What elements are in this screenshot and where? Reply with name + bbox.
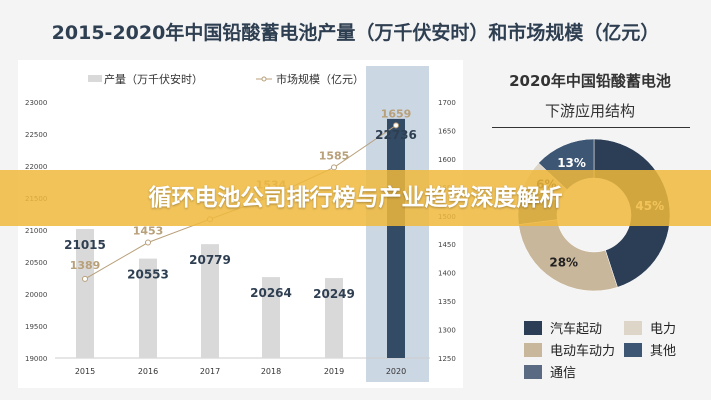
line-label: 1659: [381, 107, 412, 120]
y-left-tick: 20000: [25, 291, 47, 299]
legend-line-label: 市场规模（亿元）: [276, 72, 364, 86]
x-tick: 2019: [324, 367, 344, 376]
line-point-2015: [82, 275, 88, 282]
y-left-tick: 22500: [25, 131, 47, 139]
bar-label: 20779: [189, 253, 231, 267]
bar-label: 21015: [64, 238, 106, 252]
legend-bar-label: 产量（万千伏安时）: [104, 72, 203, 86]
line-point-2016: [145, 239, 151, 246]
line-point-2020: [393, 122, 399, 129]
legend-label: 汽车起动: [550, 322, 603, 337]
pie-title-line2: 下游应用结构: [544, 102, 635, 120]
bar-label: 22736: [375, 128, 417, 142]
divider: [492, 127, 690, 128]
slice-label: 28%: [549, 256, 578, 270]
legend-line-marker: [261, 76, 267, 82]
slice-label: 13%: [557, 156, 586, 170]
y-left-tick: 22000: [25, 163, 47, 171]
legend-item: 电力: [624, 318, 704, 337]
legend-item: 电动车动力: [524, 340, 624, 359]
y-right-tick: 1300: [438, 327, 456, 335]
bar-2019: [325, 278, 343, 358]
legend-label: 其他: [650, 344, 677, 359]
bar-2018: [262, 277, 280, 358]
bar-label: 20553: [127, 268, 169, 282]
line-point-2019: [331, 164, 337, 171]
legend-bar-swatch: [88, 75, 102, 82]
line-label: 1453: [133, 225, 164, 238]
pie-title: 2020年中国铅酸蓄电池 下游应用结构: [480, 66, 700, 126]
x-tick: 2020: [386, 367, 406, 376]
bar-2017: [201, 244, 219, 358]
legend-swatch: [524, 320, 542, 335]
pie-title-line1: 2020年中国铅酸蓄电池: [509, 72, 671, 90]
x-tick: 2015: [75, 367, 95, 376]
y-right-tick: 1450: [438, 241, 456, 249]
y-left-tick: 20500: [25, 259, 47, 267]
x-tick: 2017: [200, 367, 220, 376]
y-right-tick: 1350: [438, 298, 456, 306]
page-title: 2015-2020年中国铅酸蓄电池产量（万千伏安时）和市场规模（亿元）: [51, 22, 660, 44]
y-right-tick: 1600: [438, 156, 456, 164]
legend-label: 通信: [550, 366, 577, 381]
y-left-tick: 23000: [25, 99, 47, 107]
bar-2015: [76, 229, 94, 358]
slice-电动车动力: [518, 219, 618, 292]
line-label: 1585: [319, 149, 350, 162]
legend-item: 汽车起动: [524, 318, 624, 337]
y-right-tick: 1650: [438, 127, 456, 135]
bar-label: 20264: [250, 286, 292, 300]
y-right-tick: 1250: [438, 355, 456, 363]
legend-item: 其他: [624, 340, 704, 359]
x-tick: 2016: [138, 367, 158, 376]
banner-title: 循环电池公司排行榜与产业趋势深度解析: [0, 170, 711, 226]
legend-label: 电力: [650, 322, 677, 337]
x-tick: 2018: [261, 367, 281, 376]
bar-label: 20249: [313, 287, 355, 301]
legend-item: 通信: [524, 362, 624, 381]
y-right-tick: 1700: [438, 99, 456, 107]
legend-label: 电动车动力: [550, 344, 616, 359]
y-left-tick: 21000: [25, 227, 47, 235]
bar-2016: [139, 258, 157, 358]
pie-legend: 汽车起动 电力电动车动力 其他通信: [524, 318, 704, 381]
line-label: 1389: [70, 259, 101, 272]
legend-swatch: [624, 342, 642, 357]
y-left-tick: 19000: [25, 355, 47, 363]
legend-swatch: [524, 364, 542, 379]
y-right-tick: 1400: [438, 270, 456, 278]
y-left-tick: 19500: [25, 323, 47, 331]
legend-swatch: [524, 342, 542, 357]
legend-swatch: [624, 320, 642, 335]
